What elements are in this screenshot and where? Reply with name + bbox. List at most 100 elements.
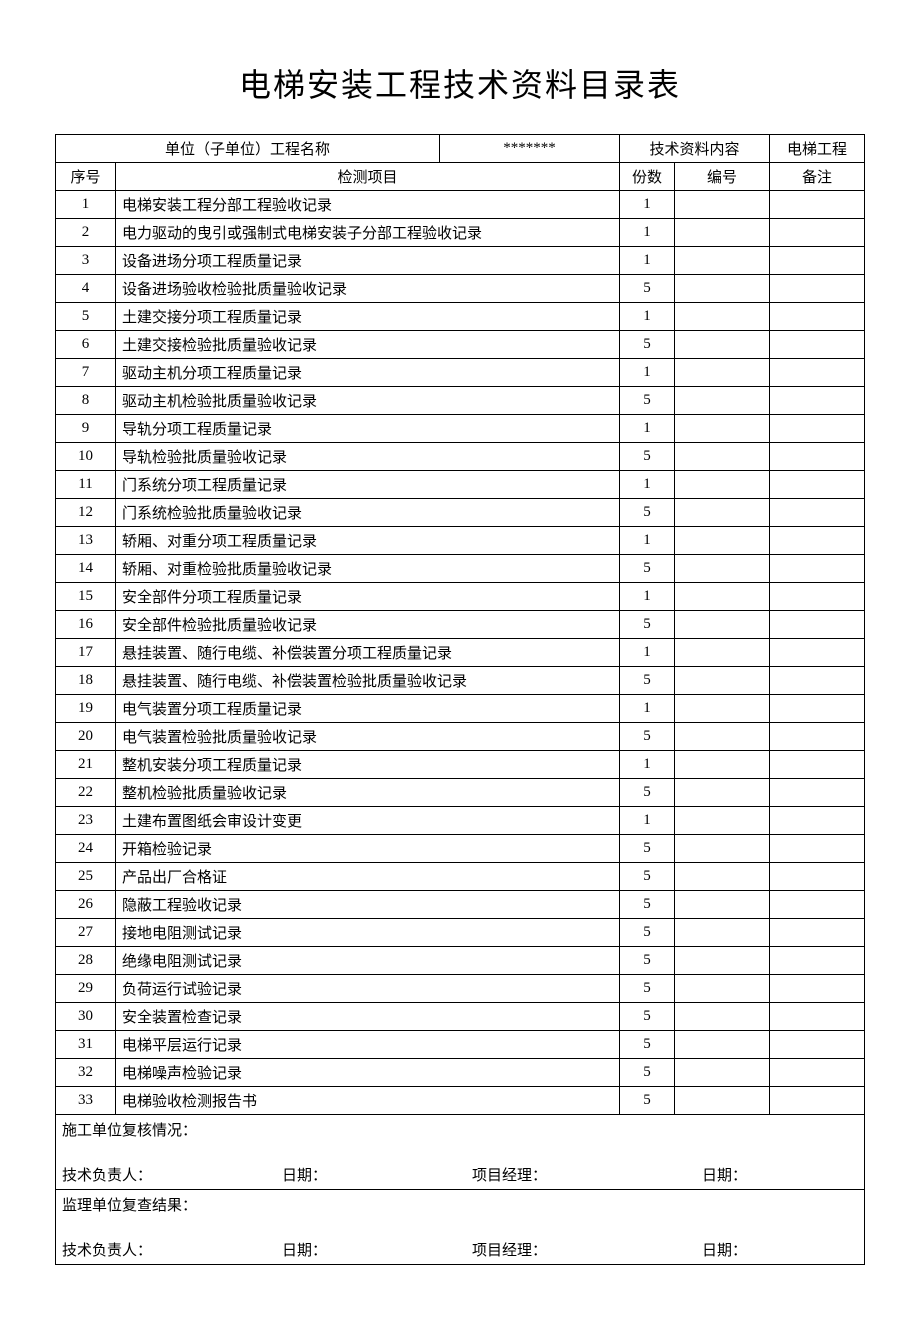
footer-field-tech_leader-0: 技术负责人：	[62, 1239, 282, 1260]
page-title: 电梯安装工程技术资料目录表	[55, 60, 865, 106]
row-seq: 23	[56, 807, 116, 835]
row-number	[675, 499, 770, 527]
table-row: 23土建布置图纸会审设计变更1	[56, 807, 865, 835]
row-item: 整机安装分项工程质量记录	[116, 751, 620, 779]
table-row: 18悬挂装置、随行电缆、补偿装置检验批质量验收记录5	[56, 667, 865, 695]
row-copies: 5	[620, 863, 675, 891]
row-copies: 1	[620, 471, 675, 499]
row-number	[675, 975, 770, 1003]
row-remark	[770, 891, 865, 919]
row-seq: 29	[56, 975, 116, 1003]
row-copies: 5	[620, 443, 675, 471]
table-row: 15安全部件分项工程质量记录1	[56, 583, 865, 611]
table-row: 31电梯平层运行记录5	[56, 1031, 865, 1059]
footer-supervision-cell: 监理单位复查结果：技术负责人：日期：项目经理：日期：	[56, 1190, 865, 1265]
row-remark	[770, 695, 865, 723]
row-remark	[770, 527, 865, 555]
row-item: 绝缘电阻测试记录	[116, 947, 620, 975]
row-remark	[770, 863, 865, 891]
unit-value: *******	[440, 135, 620, 163]
row-item: 驱动主机分项工程质量记录	[116, 359, 620, 387]
table-row: 21整机安装分项工程质量记录1	[56, 751, 865, 779]
number-header: 编号	[675, 163, 770, 191]
row-number	[675, 443, 770, 471]
row-copies: 1	[620, 639, 675, 667]
table-row: 16安全部件检验批质量验收记录5	[56, 611, 865, 639]
table-row: 26隐蔽工程验收记录5	[56, 891, 865, 919]
row-seq: 7	[56, 359, 116, 387]
row-number	[675, 779, 770, 807]
row-number	[675, 1003, 770, 1031]
row-item: 土建布置图纸会审设计变更	[116, 807, 620, 835]
row-seq: 25	[56, 863, 116, 891]
row-number	[675, 1059, 770, 1087]
row-item: 土建交接分项工程质量记录	[116, 303, 620, 331]
row-number	[675, 863, 770, 891]
table-row: 2电力驱动的曳引或强制式电梯安装子分部工程验收记录1	[56, 219, 865, 247]
table-row: 33电梯验收检测报告书5	[56, 1087, 865, 1115]
row-copies: 1	[620, 695, 675, 723]
row-copies: 5	[620, 611, 675, 639]
row-seq: 26	[56, 891, 116, 919]
row-copies: 1	[620, 415, 675, 443]
table-row: 4设备进场验收检验批质量验收记录5	[56, 275, 865, 303]
row-number	[675, 611, 770, 639]
row-number	[675, 723, 770, 751]
remark-header: 备注	[770, 163, 865, 191]
row-number	[675, 527, 770, 555]
table-row: 24开箱检验记录5	[56, 835, 865, 863]
row-number	[675, 1087, 770, 1115]
row-remark	[770, 499, 865, 527]
row-seq: 15	[56, 583, 116, 611]
tech-label: 技术资料内容	[620, 135, 770, 163]
row-remark	[770, 415, 865, 443]
row-remark	[770, 443, 865, 471]
row-item: 设备进场分项工程质量记录	[116, 247, 620, 275]
row-seq: 1	[56, 191, 116, 219]
header-row-2: 序号 检测项目 份数 编号 备注	[56, 163, 865, 191]
row-item: 电梯噪声检验记录	[116, 1059, 620, 1087]
table-row: 29负荷运行试验记录5	[56, 975, 865, 1003]
footer-field-date-3: 日期：	[702, 1164, 747, 1185]
row-seq: 5	[56, 303, 116, 331]
row-seq: 12	[56, 499, 116, 527]
row-number	[675, 695, 770, 723]
row-seq: 10	[56, 443, 116, 471]
table-row: 14轿厢、对重检验批质量验收记录5	[56, 555, 865, 583]
row-item: 导轨分项工程质量记录	[116, 415, 620, 443]
row-copies: 5	[620, 1059, 675, 1087]
row-number	[675, 891, 770, 919]
row-number	[675, 471, 770, 499]
row-item: 隐蔽工程验收记录	[116, 891, 620, 919]
table-row: 9导轨分项工程质量记录1	[56, 415, 865, 443]
table-row: 10导轨检验批质量验收记录5	[56, 443, 865, 471]
table-row: 7驱动主机分项工程质量记录1	[56, 359, 865, 387]
row-seq: 17	[56, 639, 116, 667]
footer-construction-cell: 施工单位复核情况：技术负责人：日期：项目经理：日期：	[56, 1115, 865, 1190]
row-remark	[770, 555, 865, 583]
row-seq: 24	[56, 835, 116, 863]
row-item: 接地电阻测试记录	[116, 919, 620, 947]
row-copies: 5	[620, 499, 675, 527]
supervision-signature-line: 技术负责人：日期：项目经理：日期：	[62, 1239, 858, 1260]
row-item: 电力驱动的曳引或强制式电梯安装子分部工程验收记录	[116, 219, 620, 247]
row-item: 电梯平层运行记录	[116, 1031, 620, 1059]
row-copies: 5	[620, 723, 675, 751]
row-number	[675, 191, 770, 219]
table-row: 13轿厢、对重分项工程质量记录1	[56, 527, 865, 555]
row-item: 悬挂装置、随行电缆、补偿装置分项工程质量记录	[116, 639, 620, 667]
row-copies: 5	[620, 1087, 675, 1115]
row-remark	[770, 975, 865, 1003]
row-number	[675, 1031, 770, 1059]
row-copies: 5	[620, 331, 675, 359]
row-remark	[770, 331, 865, 359]
table-row: 12门系统检验批质量验收记录5	[56, 499, 865, 527]
row-remark	[770, 303, 865, 331]
row-seq: 21	[56, 751, 116, 779]
row-number	[675, 583, 770, 611]
row-remark	[770, 807, 865, 835]
row-item: 整机检验批质量验收记录	[116, 779, 620, 807]
row-copies: 5	[620, 1003, 675, 1031]
row-number	[675, 219, 770, 247]
row-number	[675, 359, 770, 387]
